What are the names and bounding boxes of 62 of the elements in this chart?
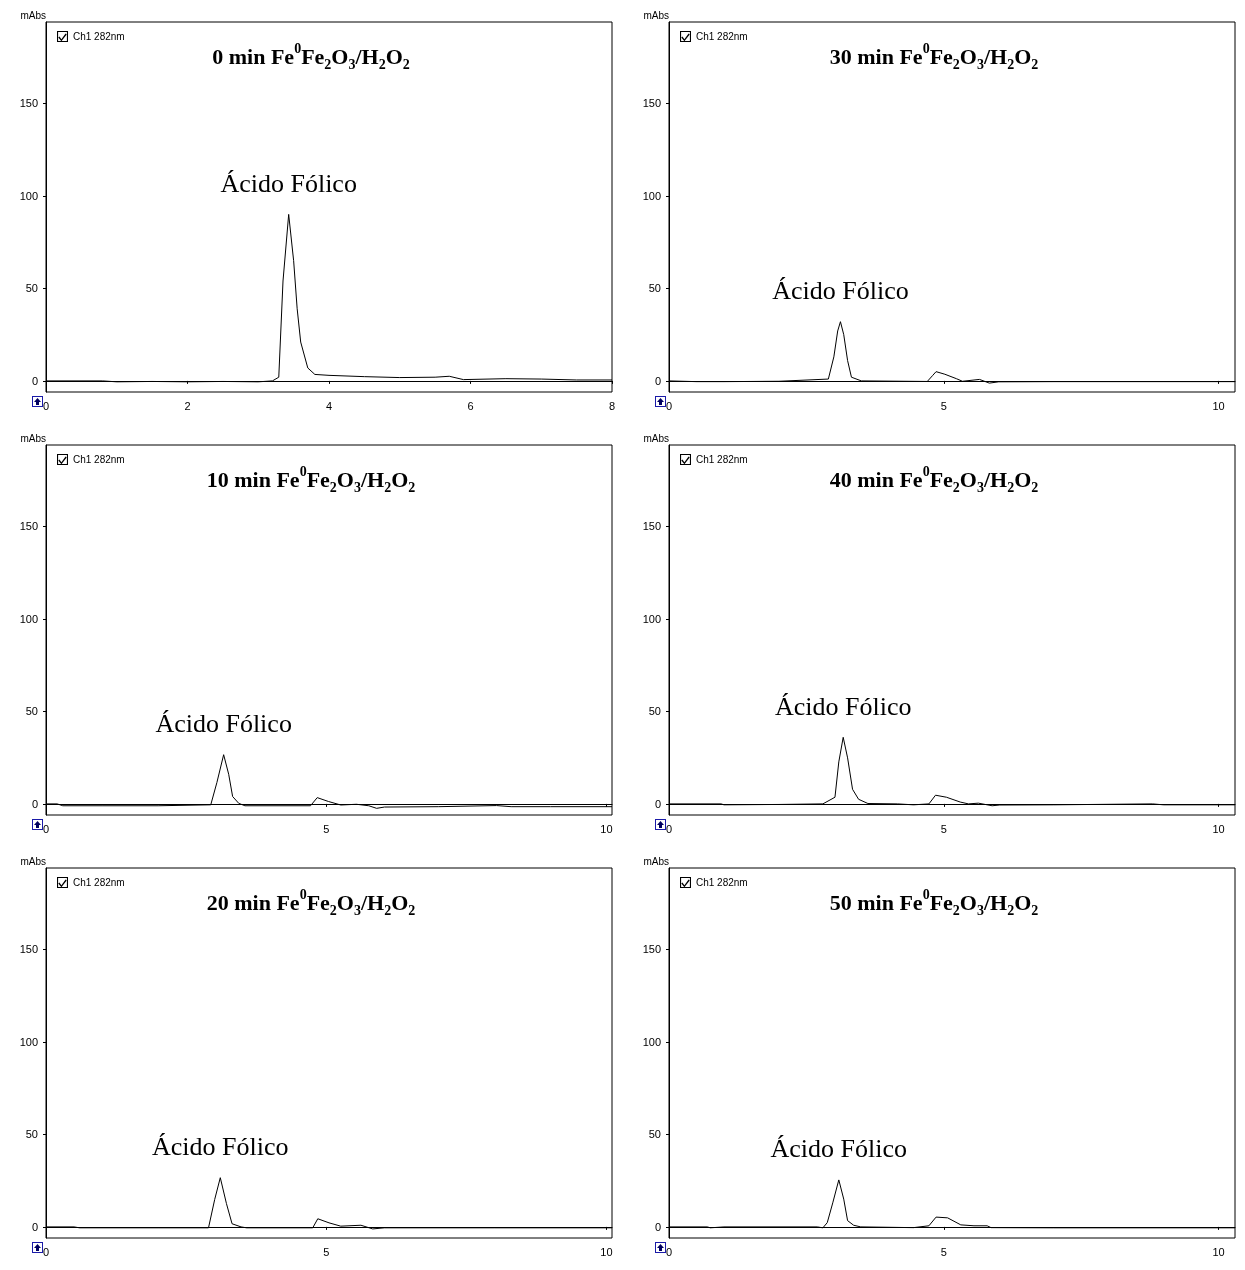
y-axis-title: mAbs — [20, 432, 46, 444]
y-tick-label: 150 — [642, 97, 661, 110]
annotation: Ácido Fólico — [220, 168, 357, 198]
y-tick-label: 0 — [31, 374, 38, 387]
x-tick-label: 0 — [42, 399, 50, 412]
y-tick-label: 0 — [31, 797, 38, 810]
annotation: Ácido Fólico — [774, 691, 912, 721]
y-tick-label: 150 — [19, 97, 38, 110]
y-tick-label: 0 — [654, 374, 661, 387]
y-axis-title: mAbs — [20, 9, 46, 21]
y-axis-title: mAbs — [643, 9, 669, 21]
x-tick-label: 5 — [323, 822, 330, 835]
y-tick-label: 50 — [25, 1128, 38, 1141]
y-tick-label: 150 — [19, 943, 38, 956]
legend-label: Ch1 282nm — [73, 454, 125, 465]
y-tick-label: 50 — [25, 282, 38, 295]
y-tick-label: 150 — [19, 520, 38, 533]
x-tick-label: 5 — [940, 1245, 947, 1258]
x-tick-label: 5 — [940, 399, 947, 412]
x-tick-label: 10 — [1212, 1245, 1225, 1258]
x-tick-label: 5 — [323, 1245, 330, 1258]
y-axis-title: mAbs — [643, 432, 669, 444]
y-tick-label: 100 — [19, 612, 38, 625]
legend-label: Ch1 282nm — [696, 31, 748, 42]
y-tick-label: 100 — [19, 189, 38, 202]
y-axis-title: mAbs — [20, 855, 46, 867]
x-tick-label: 6 — [467, 399, 474, 412]
y-tick-label: 150 — [642, 943, 661, 956]
y-tick-label: 100 — [19, 1035, 38, 1048]
y-tick-label: 50 — [25, 705, 38, 718]
annotation: Ácido Fólico — [772, 276, 909, 306]
y-tick-label: 50 — [648, 705, 661, 718]
x-tick-label: 0 — [665, 1245, 673, 1258]
y-tick-label: 100 — [642, 189, 661, 202]
annotation: Ácido Fólico — [152, 1132, 289, 1162]
y-tick-label: 100 — [642, 1035, 661, 1048]
x-tick-label: 10 — [1212, 399, 1225, 412]
x-tick-label: 0 — [665, 822, 673, 835]
x-tick-label: 0 — [42, 822, 50, 835]
y-tick-label: 0 — [31, 1220, 38, 1233]
y-axis-title: mAbs — [643, 855, 669, 867]
x-tick-label: 4 — [325, 399, 333, 412]
annotation: Ácido Fólico — [155, 709, 292, 739]
legend-label: Ch1 282nm — [696, 877, 748, 888]
y-tick-label: 0 — [654, 797, 661, 810]
x-tick-label: 8 — [608, 399, 616, 412]
x-tick-label: 2 — [184, 399, 191, 412]
x-tick-label: 10 — [600, 1245, 613, 1258]
x-tick-label: 10 — [1212, 822, 1225, 835]
legend-label: Ch1 282nm — [73, 31, 125, 42]
x-tick-label: 10 — [600, 822, 613, 835]
y-tick-label: 100 — [642, 612, 661, 625]
x-tick-label: 0 — [42, 1245, 50, 1258]
y-tick-label: 50 — [648, 1128, 661, 1141]
legend-label: Ch1 282nm — [73, 877, 125, 888]
x-tick-label: 0 — [665, 399, 673, 412]
y-tick-label: 150 — [642, 520, 661, 533]
legend-label: Ch1 282nm — [696, 454, 748, 465]
annotation: Ácido Fólico — [770, 1134, 908, 1164]
y-tick-label: 50 — [648, 282, 661, 295]
y-tick-label: 0 — [654, 1220, 661, 1233]
x-tick-label: 5 — [940, 822, 947, 835]
